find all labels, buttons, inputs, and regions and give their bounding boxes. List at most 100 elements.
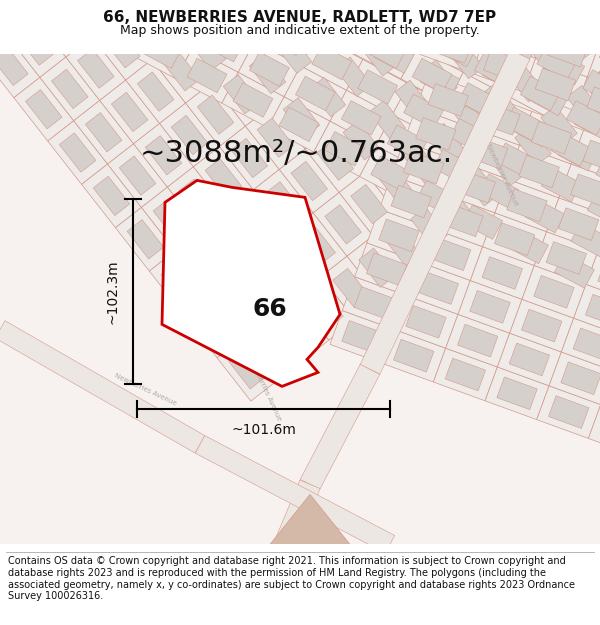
Polygon shape: [407, 0, 447, 11]
Polygon shape: [257, 118, 293, 158]
Polygon shape: [553, 14, 593, 49]
Polygon shape: [508, 0, 547, 24]
Polygon shape: [496, 16, 536, 48]
Polygon shape: [358, 70, 398, 104]
Polygon shape: [541, 106, 577, 145]
Polygon shape: [355, 243, 419, 296]
Polygon shape: [533, 42, 569, 81]
Polygon shape: [374, 39, 414, 73]
Polygon shape: [580, 64, 600, 119]
Polygon shape: [547, 34, 588, 67]
Polygon shape: [282, 0, 341, 1]
Polygon shape: [458, 281, 522, 333]
Polygon shape: [239, 202, 275, 241]
Polygon shape: [271, 86, 331, 149]
Polygon shape: [349, 24, 409, 88]
Polygon shape: [265, 182, 302, 221]
Polygon shape: [583, 70, 600, 104]
Polygon shape: [243, 317, 303, 381]
Text: ~3088m²/~0.763ac.: ~3088m²/~0.763ac.: [140, 139, 453, 168]
Polygon shape: [355, 24, 418, 79]
Polygon shape: [249, 54, 286, 94]
Polygon shape: [521, 309, 562, 342]
Polygon shape: [339, 173, 399, 236]
Polygon shape: [526, 35, 588, 90]
Polygon shape: [280, 149, 339, 213]
Polygon shape: [593, 151, 600, 206]
Polygon shape: [347, 59, 409, 114]
Polygon shape: [225, 0, 287, 11]
Polygon shape: [176, 48, 238, 103]
Polygon shape: [443, 91, 503, 154]
Polygon shape: [491, 21, 531, 56]
Polygon shape: [367, 209, 431, 262]
Polygon shape: [541, 168, 581, 202]
Polygon shape: [533, 40, 596, 95]
Polygon shape: [115, 208, 175, 271]
Polygon shape: [93, 176, 130, 216]
Polygon shape: [455, 126, 520, 179]
Polygon shape: [445, 358, 485, 391]
Polygon shape: [554, 254, 595, 288]
Polygon shape: [546, 242, 587, 274]
Polygon shape: [442, 0, 504, 46]
Polygon shape: [275, 480, 320, 549]
Polygon shape: [496, 0, 560, 24]
Polygon shape: [598, 217, 600, 269]
Polygon shape: [330, 90, 392, 146]
Polygon shape: [44, 6, 80, 45]
Polygon shape: [309, 78, 346, 117]
Polygon shape: [560, 1, 600, 33]
Polygon shape: [182, 0, 218, 7]
Polygon shape: [195, 306, 232, 346]
Polygon shape: [215, 11, 252, 50]
Polygon shape: [163, 52, 200, 91]
Polygon shape: [429, 124, 466, 162]
Polygon shape: [291, 161, 328, 201]
Polygon shape: [104, 29, 140, 68]
Polygon shape: [586, 251, 600, 303]
Polygon shape: [574, 106, 600, 140]
Polygon shape: [158, 3, 197, 38]
Polygon shape: [437, 32, 476, 67]
Polygon shape: [584, 146, 600, 201]
Polygon shape: [520, 111, 584, 164]
Polygon shape: [209, 274, 269, 338]
Polygon shape: [230, 0, 290, 42]
Polygon shape: [558, 136, 598, 171]
Polygon shape: [512, 0, 575, 4]
Polygon shape: [137, 72, 174, 111]
Polygon shape: [26, 89, 62, 129]
Polygon shape: [229, 349, 265, 389]
Polygon shape: [479, 102, 520, 135]
Text: ~102.3m: ~102.3m: [105, 259, 119, 324]
Polygon shape: [443, 160, 507, 213]
Polygon shape: [425, 22, 488, 78]
Polygon shape: [270, 494, 350, 544]
Polygon shape: [539, 0, 599, 9]
Polygon shape: [489, 146, 525, 186]
Polygon shape: [107, 144, 167, 208]
Polygon shape: [578, 0, 600, 23]
Polygon shape: [32, 0, 92, 57]
Polygon shape: [92, 16, 152, 80]
Polygon shape: [403, 151, 444, 184]
Polygon shape: [351, 184, 388, 224]
Polygon shape: [392, 84, 455, 139]
Text: Newberries Avenue: Newberries Avenue: [248, 357, 282, 421]
Polygon shape: [481, 82, 517, 122]
Polygon shape: [48, 121, 107, 184]
Polygon shape: [449, 119, 490, 153]
Polygon shape: [167, 167, 227, 231]
Polygon shape: [376, 4, 436, 68]
Polygon shape: [163, 0, 225, 17]
Polygon shape: [596, 33, 600, 89]
Polygon shape: [341, 0, 401, 24]
Polygon shape: [436, 28, 495, 91]
Polygon shape: [399, 195, 459, 259]
Polygon shape: [233, 82, 273, 118]
Polygon shape: [360, 49, 530, 374]
Polygon shape: [445, 0, 485, 31]
Polygon shape: [383, 68, 443, 132]
Text: 66, NEWBERRIES AVENUE, RADLETT, WD7 7EP: 66, NEWBERRIES AVENUE, RADLETT, WD7 7EP: [103, 11, 497, 26]
